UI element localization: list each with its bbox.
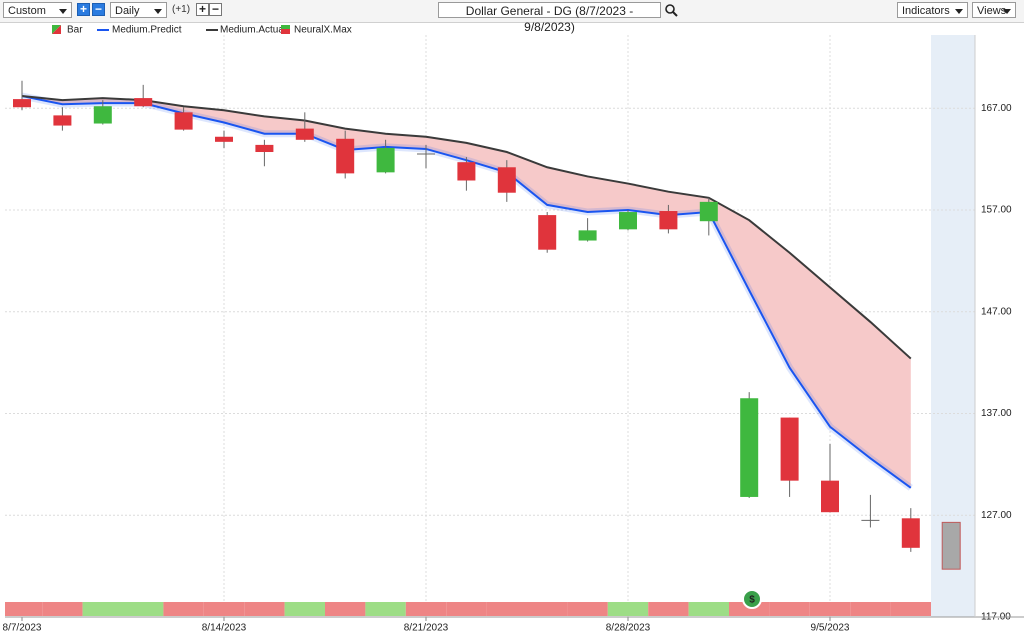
views-select[interactable]: Views <box>972 2 1016 18</box>
signal-block <box>284 602 325 616</box>
x-tick-label: 8/28/2023 <box>606 623 651 634</box>
y-tick-label: 127.00 <box>981 510 1012 521</box>
signal-block <box>607 602 649 616</box>
signal-block <box>527 602 568 616</box>
x-tick-label: 9/5/2023 <box>811 623 850 634</box>
forecast-shade <box>931 35 975 617</box>
symbol-title[interactable]: Dollar General - DG (8/7/2023 - 9/8/2023… <box>438 2 661 34</box>
y-tick-label: 137.00 <box>981 408 1012 419</box>
signal-block <box>5 602 43 616</box>
candle-body <box>497 167 516 193</box>
y-tick-label: 157.00 <box>981 205 1012 216</box>
y-tick-label: 167.00 <box>981 103 1012 114</box>
offset-minus[interactable]: − <box>209 3 222 16</box>
signal-block <box>648 602 689 616</box>
candle-body <box>941 521 961 570</box>
x-tick-label: 8/14/2023 <box>202 623 247 634</box>
candle-body <box>901 518 920 548</box>
x-tick-label: 8/21/2023 <box>404 623 449 634</box>
candle-body <box>740 398 759 497</box>
candle-body <box>699 201 718 222</box>
spread-area <box>22 96 911 488</box>
legend-label: Medium.Predict <box>112 25 182 36</box>
legend-icon <box>281 29 290 34</box>
signal-block <box>769 602 810 616</box>
signal-block <box>123 602 164 616</box>
signal-block <box>82 602 123 616</box>
range-select[interactable]: Custom <box>3 2 72 18</box>
x-tick-label: 8/7/2023 <box>3 623 42 634</box>
candle-body <box>53 115 72 126</box>
candle-body <box>619 212 637 230</box>
offset-label: (+1) <box>172 4 191 15</box>
offset-plus[interactable]: + <box>196 3 209 16</box>
candle-body <box>336 138 355 174</box>
y-tick-label: 147.00 <box>981 306 1012 317</box>
zoom-out[interactable]: − <box>92 3 105 16</box>
candle-body <box>255 144 274 153</box>
signal-block <box>325 602 366 616</box>
signal-block <box>42 602 83 616</box>
candle-body <box>174 112 193 130</box>
signal-block <box>446 602 487 616</box>
candle-body <box>821 480 839 513</box>
signal-block <box>688 602 729 616</box>
legend-label: Medium.Actual <box>220 25 286 36</box>
legend-label: Bar <box>67 25 83 36</box>
candle-body <box>376 147 395 173</box>
signal-block <box>890 602 931 616</box>
legend-icon <box>52 25 61 34</box>
candle-body <box>295 128 314 140</box>
signal-block <box>567 602 608 616</box>
signal-icon <box>742 589 762 609</box>
candle-body <box>13 99 31 108</box>
interval-select[interactable]: Daily <box>110 2 167 18</box>
legend-label: NeuralX.Max <box>294 25 352 36</box>
signal-block <box>365 602 406 616</box>
candle-body <box>538 215 557 250</box>
indicators-select[interactable]: Indicators <box>897 2 968 18</box>
toolbar: Custom + − Daily (+1) + − Dollar General… <box>0 0 1024 34</box>
legend-icon <box>281 25 290 29</box>
signal-block <box>203 602 245 616</box>
signal-block <box>244 602 285 616</box>
candle-body <box>215 136 233 142</box>
signal-block <box>405 602 447 616</box>
signal-block <box>850 602 891 616</box>
candle-body <box>93 106 112 124</box>
zoom-in[interactable]: + <box>77 3 90 16</box>
candle-body <box>780 417 799 481</box>
candle-body <box>457 162 476 181</box>
candle-body <box>659 211 678 230</box>
signal-icon-glyph: $ <box>749 595 755 606</box>
signal-block <box>163 602 204 616</box>
signal-block <box>809 602 851 616</box>
candle-body <box>134 98 153 107</box>
candle-body <box>578 230 597 241</box>
search-icon[interactable] <box>665 4 679 18</box>
signal-block <box>486 602 527 616</box>
line <box>21 95 912 360</box>
